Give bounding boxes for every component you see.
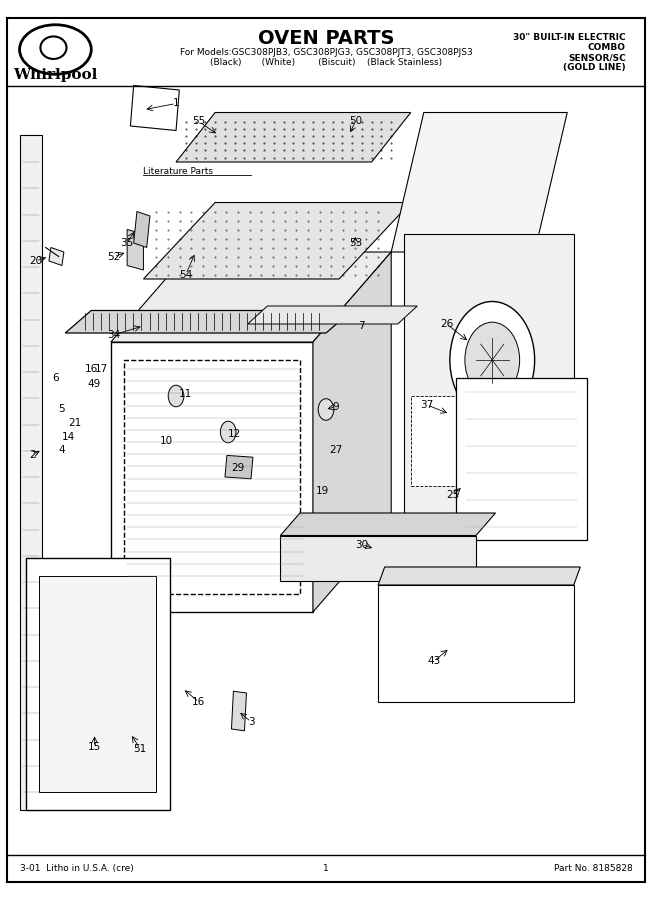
Polygon shape <box>225 455 253 479</box>
Text: 15: 15 <box>88 742 101 752</box>
Polygon shape <box>143 202 411 279</box>
Polygon shape <box>49 248 64 266</box>
Text: 3-01  Litho in U.S.A. (cre): 3-01 Litho in U.S.A. (cre) <box>20 864 133 873</box>
Circle shape <box>318 399 334 420</box>
Text: 27: 27 <box>329 445 342 455</box>
Text: 50: 50 <box>349 116 362 127</box>
Polygon shape <box>248 306 417 324</box>
Polygon shape <box>111 342 313 612</box>
Text: 43: 43 <box>427 656 440 667</box>
Text: 7: 7 <box>359 320 365 331</box>
Text: 55: 55 <box>192 116 205 127</box>
Text: Part No. 8185828: Part No. 8185828 <box>554 864 632 873</box>
Bar <box>124 360 300 594</box>
Text: (Black)       (White)        (Biscuit)    (Black Stainless): (Black) (White) (Biscuit) (Black Stainle… <box>210 58 442 68</box>
Text: Literature Parts: Literature Parts <box>143 166 213 176</box>
Text: 12: 12 <box>228 428 241 439</box>
Text: 1: 1 <box>173 98 179 109</box>
Text: 34: 34 <box>108 329 121 340</box>
Text: 51: 51 <box>134 743 147 754</box>
Polygon shape <box>127 230 143 270</box>
Polygon shape <box>378 567 580 585</box>
Polygon shape <box>391 112 567 252</box>
Text: For Models:GSC308PJB3, GSC308PJG3, GSC308PJT3, GSC308PJS3: For Models:GSC308PJB3, GSC308PJG3, GSC30… <box>179 48 473 57</box>
Text: Whirlpool: Whirlpool <box>13 68 98 82</box>
Text: 35: 35 <box>121 238 134 248</box>
Polygon shape <box>280 536 476 580</box>
Text: 52: 52 <box>108 251 121 262</box>
Text: COMBO: COMBO <box>588 43 626 52</box>
Polygon shape <box>134 212 150 248</box>
Text: 54: 54 <box>179 269 192 280</box>
Text: 30: 30 <box>355 539 368 550</box>
Circle shape <box>220 421 236 443</box>
Text: 14: 14 <box>62 431 75 442</box>
Polygon shape <box>231 691 246 731</box>
Text: 29: 29 <box>231 463 244 473</box>
Circle shape <box>450 302 535 418</box>
Text: 25: 25 <box>447 490 460 500</box>
Text: 20: 20 <box>29 256 42 266</box>
Text: 4: 4 <box>59 445 65 455</box>
Text: 2: 2 <box>29 449 36 460</box>
Polygon shape <box>280 513 496 536</box>
Text: 10: 10 <box>160 436 173 446</box>
Text: 30" BUILT-IN ELECTRIC: 30" BUILT-IN ELECTRIC <box>513 33 626 42</box>
Text: 6: 6 <box>52 373 59 383</box>
Polygon shape <box>176 112 411 162</box>
Text: 37: 37 <box>421 400 434 410</box>
Text: 9: 9 <box>333 401 339 412</box>
Polygon shape <box>20 135 42 810</box>
Polygon shape <box>130 86 179 130</box>
Ellipse shape <box>20 24 91 75</box>
Text: 1: 1 <box>323 864 329 873</box>
Text: 26: 26 <box>440 319 453 329</box>
Polygon shape <box>65 310 352 333</box>
Text: 16: 16 <box>192 697 205 707</box>
Polygon shape <box>39 576 156 792</box>
Text: 49: 49 <box>88 379 101 390</box>
Text: OVEN PARTS: OVEN PARTS <box>258 29 394 49</box>
Text: 3: 3 <box>248 716 254 727</box>
Polygon shape <box>313 252 391 612</box>
Text: 5: 5 <box>59 404 65 415</box>
Circle shape <box>465 322 520 398</box>
Polygon shape <box>456 378 587 540</box>
Polygon shape <box>26 558 170 810</box>
Text: 19: 19 <box>316 485 329 496</box>
Circle shape <box>168 385 184 407</box>
Text: (GOLD LINE): (GOLD LINE) <box>563 63 626 72</box>
Polygon shape <box>378 585 574 702</box>
Text: 11: 11 <box>179 389 192 400</box>
Text: 16: 16 <box>85 364 98 374</box>
Text: 21: 21 <box>68 418 82 428</box>
Polygon shape <box>111 252 391 342</box>
Ellipse shape <box>40 36 67 58</box>
Text: 17: 17 <box>95 364 108 374</box>
Text: SENSOR/SC: SENSOR/SC <box>568 53 626 62</box>
Text: 53: 53 <box>349 238 362 248</box>
Polygon shape <box>404 234 574 522</box>
Polygon shape <box>411 396 509 486</box>
